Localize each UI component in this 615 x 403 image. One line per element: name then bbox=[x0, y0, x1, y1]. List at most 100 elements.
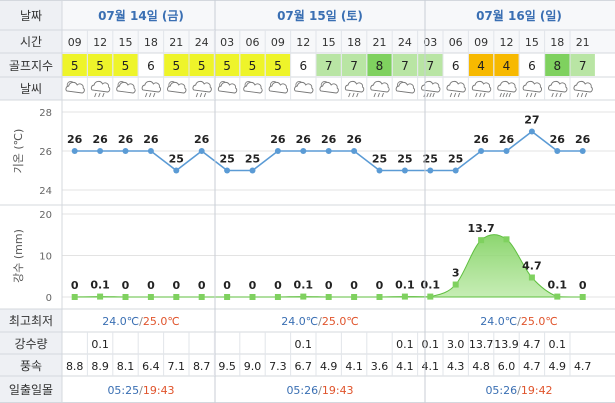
golf-index-cell-bg bbox=[138, 54, 164, 76]
wind-speed-cell: 8.1 bbox=[117, 360, 135, 373]
rain-data-label: 0 bbox=[147, 279, 155, 292]
temp-data-label: 25 bbox=[423, 153, 438, 166]
min-temp: 24.0℃ bbox=[281, 315, 318, 328]
golf-index-value: 6 bbox=[299, 59, 307, 73]
rain-data-label: 0.1 bbox=[294, 279, 314, 292]
rain-data-label: 13.7 bbox=[468, 222, 495, 235]
temp-point bbox=[579, 148, 586, 154]
temp-point bbox=[224, 167, 231, 174]
temp-data-label: 26 bbox=[67, 133, 83, 146]
rain-data-label: 0 bbox=[122, 279, 130, 292]
golf-index-value: 5 bbox=[274, 59, 282, 73]
rain-point bbox=[249, 294, 256, 300]
rain-data-label: 0 bbox=[579, 279, 587, 292]
hour-cell: 15 bbox=[322, 36, 336, 49]
wind-speed-cell: 6.7 bbox=[295, 360, 313, 373]
temp-data-label: 26 bbox=[92, 133, 108, 146]
wind-speed-cell: 4.7 bbox=[574, 360, 592, 373]
max-temp: 25.0℃ bbox=[322, 315, 359, 328]
rain-point bbox=[97, 293, 104, 300]
min-temp: 24.0℃ bbox=[102, 315, 139, 328]
day-title-1: 07월 14일 (금) bbox=[98, 8, 184, 23]
hour-cell: 15 bbox=[119, 36, 133, 49]
rain-cloud-icon bbox=[192, 80, 212, 98]
precip-amount-cell: 0.1 bbox=[396, 338, 414, 351]
sunset-time: 19:43 bbox=[143, 384, 175, 397]
sun-row: 05:25/19:43 05:26/19:43 05:26/19:42 bbox=[107, 384, 552, 397]
rain-point bbox=[71, 294, 78, 300]
hour-cell: 09 bbox=[474, 36, 488, 49]
golf-index-cell-bg bbox=[418, 54, 443, 76]
wind-speed-cell: 3.6 bbox=[371, 360, 389, 373]
temp-data-label: 26 bbox=[499, 133, 515, 146]
wind-speed-cell: 4.8 bbox=[472, 360, 490, 373]
temp-point bbox=[401, 167, 408, 174]
temp-point bbox=[71, 148, 78, 154]
hour-cell: 03 bbox=[423, 36, 437, 49]
wind-speed-cell: 4.3 bbox=[447, 360, 465, 373]
rain-data-label: 0 bbox=[172, 279, 180, 292]
sunset-time: 19:43 bbox=[322, 384, 354, 397]
hour-cell: 21 bbox=[169, 36, 183, 49]
temp-point bbox=[452, 167, 459, 174]
partly-cloudy-icon bbox=[65, 81, 85, 94]
rain-cloud-icon bbox=[370, 80, 390, 98]
golf-index-value: 5 bbox=[122, 59, 130, 73]
temp-point bbox=[97, 148, 104, 154]
golf-index-cell-bg bbox=[519, 54, 545, 76]
weather-row-label: 날씨 bbox=[20, 82, 42, 96]
golf-index-value: 5 bbox=[172, 59, 180, 73]
rain-data-label: 0 bbox=[325, 279, 333, 292]
temp-point bbox=[376, 167, 383, 174]
max-temp: 25.0℃ bbox=[521, 315, 558, 328]
rain-data-label: 0 bbox=[71, 279, 79, 292]
rain-point bbox=[528, 274, 535, 281]
rain-tick-label: 0 bbox=[46, 293, 52, 304]
temp-point bbox=[503, 148, 510, 154]
temp-point bbox=[325, 148, 332, 154]
golf-index-cell-bg bbox=[545, 54, 570, 76]
sunrise-time: 05:25 bbox=[107, 384, 139, 397]
rain-data-label: 0.1 bbox=[548, 279, 568, 292]
wind-speed-cell: 7.3 bbox=[269, 360, 287, 373]
temp-point bbox=[528, 128, 535, 135]
rain-data-label: 0.1 bbox=[395, 279, 415, 292]
hour-cell: 15 bbox=[525, 36, 539, 49]
sun-day-1: 05:25/19:43 bbox=[107, 384, 174, 397]
hour-cell: 24 bbox=[398, 36, 412, 49]
hour-cell: 21 bbox=[373, 36, 387, 49]
partly-cloudy-icon bbox=[268, 81, 289, 94]
rain-point bbox=[224, 294, 231, 300]
golf-index-cell-bg bbox=[570, 54, 595, 76]
rain-data-label: 0 bbox=[376, 279, 384, 292]
temp-data-label: 26 bbox=[194, 133, 210, 146]
hour-cell: 06 bbox=[449, 36, 463, 49]
temp-tick-label: 24 bbox=[39, 186, 52, 197]
golf-index-value: 8 bbox=[376, 59, 384, 73]
golf-index-value: 4 bbox=[503, 59, 511, 73]
precip-amount-cell: 13.7 bbox=[469, 338, 494, 351]
partly-cloudy-icon bbox=[116, 81, 136, 94]
rain-point bbox=[503, 236, 510, 243]
golf-index-value: 7 bbox=[426, 59, 434, 73]
wind-speed-cell: 6.0 bbox=[498, 360, 516, 373]
temp-point bbox=[351, 148, 358, 154]
max-temp: 25.0℃ bbox=[143, 315, 180, 328]
rain-tick-label: 10 bbox=[39, 252, 52, 263]
golf-index-cell-bg bbox=[367, 54, 392, 76]
precip-amount-cell: 0.1 bbox=[295, 338, 313, 351]
rain-cloud-icon bbox=[471, 80, 492, 98]
minmax-separator: / bbox=[318, 315, 322, 328]
rain-data-label: 3 bbox=[452, 267, 460, 280]
temp-data-label: 26 bbox=[321, 133, 337, 146]
golf-index-cell-bg bbox=[240, 54, 265, 76]
golf-index-cell-bg bbox=[113, 54, 138, 76]
wind-speed-cell: 9.5 bbox=[218, 360, 236, 373]
temp-data-label: 26 bbox=[550, 133, 566, 146]
sun-separator: / bbox=[517, 384, 521, 397]
rain-point bbox=[325, 294, 332, 300]
rain-data-label: 0.1 bbox=[90, 279, 110, 292]
temp-point bbox=[173, 167, 180, 174]
wind-speed-cell: 6.4 bbox=[142, 360, 160, 373]
